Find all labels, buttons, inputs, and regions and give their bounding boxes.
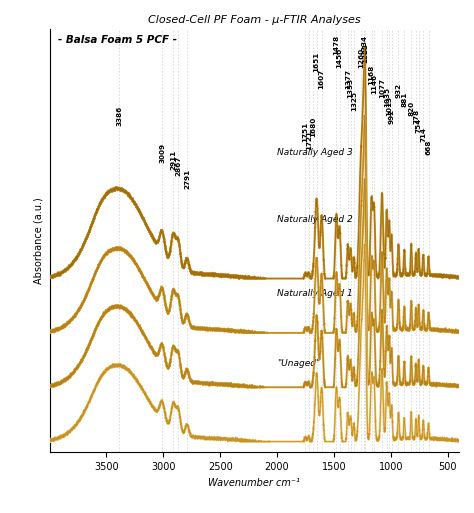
Text: 754: 754 bbox=[416, 118, 422, 133]
Text: 932: 932 bbox=[395, 83, 401, 98]
Text: 2867: 2867 bbox=[175, 156, 182, 176]
Y-axis label: Absorbance (a.u.): Absorbance (a.u.) bbox=[34, 197, 44, 284]
Text: 714: 714 bbox=[420, 127, 426, 142]
Text: 1325: 1325 bbox=[351, 91, 357, 111]
Text: 1353: 1353 bbox=[347, 78, 354, 98]
Text: 1680: 1680 bbox=[310, 117, 317, 137]
Text: 3386: 3386 bbox=[116, 106, 122, 126]
Text: "Unaged": "Unaged" bbox=[277, 359, 320, 368]
Text: 3009: 3009 bbox=[159, 143, 165, 163]
Text: 881: 881 bbox=[401, 91, 407, 107]
Text: Naturally Aged 1: Naturally Aged 1 bbox=[277, 289, 353, 298]
Text: 1223: 1223 bbox=[363, 43, 368, 63]
Text: 1168: 1168 bbox=[369, 65, 374, 85]
Text: 668: 668 bbox=[426, 139, 431, 154]
Text: 778: 778 bbox=[413, 109, 419, 124]
X-axis label: Wavenumber cm⁻¹: Wavenumber cm⁻¹ bbox=[208, 478, 300, 488]
Text: 1035: 1035 bbox=[384, 87, 390, 107]
Text: 1013: 1013 bbox=[386, 95, 392, 115]
Text: 1478: 1478 bbox=[333, 34, 339, 55]
Text: 1607: 1607 bbox=[319, 69, 325, 89]
Text: 1146: 1146 bbox=[371, 74, 377, 94]
Text: 1377: 1377 bbox=[345, 69, 351, 89]
Text: 1077: 1077 bbox=[379, 78, 385, 98]
Text: 1234: 1234 bbox=[361, 35, 367, 55]
Text: 2911: 2911 bbox=[170, 150, 176, 170]
Text: 1651: 1651 bbox=[314, 52, 319, 72]
Text: Naturally Aged 2: Naturally Aged 2 bbox=[277, 215, 353, 224]
Text: Naturally Aged 3: Naturally Aged 3 bbox=[277, 148, 353, 157]
Text: 820: 820 bbox=[408, 101, 414, 115]
Text: - Balsa Foam 5 PCF -: - Balsa Foam 5 PCF - bbox=[58, 35, 177, 45]
Text: 1721: 1721 bbox=[306, 130, 312, 150]
Text: 1450: 1450 bbox=[337, 48, 343, 68]
Title: Closed-Cell PF Foam - μ-FTIR Analyses: Closed-Cell PF Foam - μ-FTIR Analyses bbox=[148, 15, 361, 25]
Text: 992: 992 bbox=[389, 109, 395, 124]
Text: 1260: 1260 bbox=[358, 48, 364, 68]
Text: 2791: 2791 bbox=[184, 169, 190, 189]
Text: 1751: 1751 bbox=[302, 122, 308, 142]
